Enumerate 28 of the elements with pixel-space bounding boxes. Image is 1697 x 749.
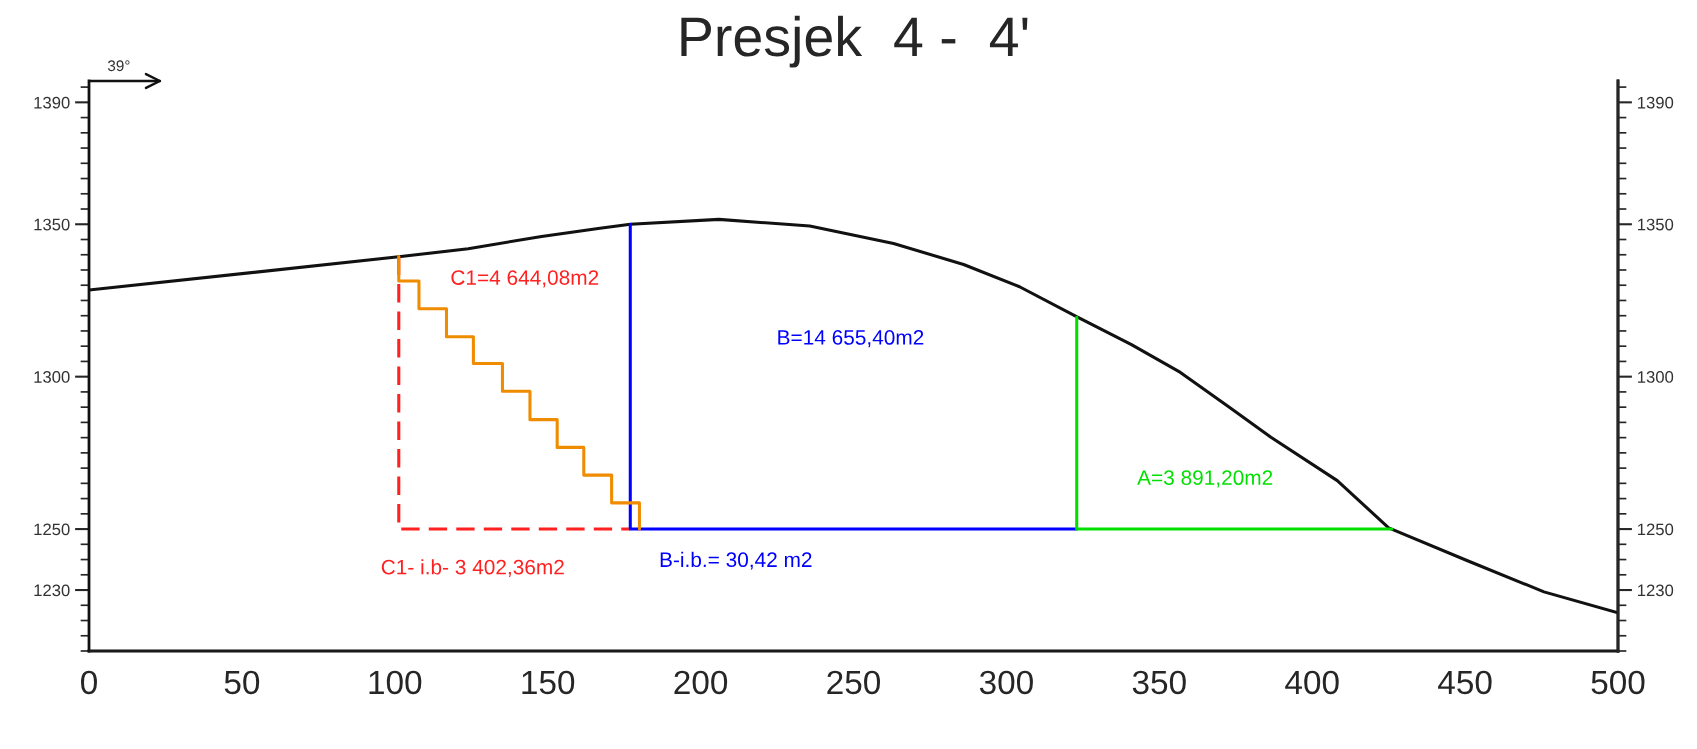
- y-tick-label: 1350: [34, 218, 70, 231]
- annotation: B=14 655,40m2: [778, 330, 924, 348]
- annotation: C1=4 644,08m2: [451, 270, 599, 288]
- x-tick-label: 150: [522, 670, 575, 695]
- chart-title: Presjek 4 - 4': [681, 15, 1028, 68]
- y-tick-label: 1300: [34, 371, 70, 383]
- x-tick-label: 100: [369, 670, 422, 695]
- x-tick-label: 350: [1132, 670, 1186, 695]
- y2-tick-label: 1390: [1638, 96, 1674, 109]
- text: 39°: [107, 60, 130, 72]
- y2-tick-label: 1230: [1638, 584, 1674, 597]
- y-tick-label: 1390: [34, 96, 70, 109]
- x-tick-label: 50: [224, 670, 260, 695]
- x-tick-label: 300: [979, 670, 1033, 695]
- y2-tick-label: 1350: [1638, 218, 1674, 231]
- x-tick-label: 250: [827, 670, 881, 695]
- x-tick-label: 450: [1438, 670, 1492, 695]
- annotation: A=3 891,20m2: [1137, 470, 1273, 488]
- y2-tick-label: 1300: [1638, 371, 1674, 383]
- y-tick-label: 1230: [34, 584, 70, 597]
- annotation: C1- i.b- 3 402,36m2: [381, 559, 564, 577]
- x-tick-label: 400: [1285, 670, 1339, 695]
- x-tick-label: 0: [81, 670, 97, 695]
- x-tick-label: 200: [674, 670, 728, 695]
- annotation: B-i.b.= 30,42 m2: [660, 551, 812, 570]
- y-tick-label: 1250: [34, 523, 70, 536]
- x-tick-label: 500: [1591, 670, 1645, 695]
- y2-tick-label: 1250: [1638, 523, 1674, 536]
